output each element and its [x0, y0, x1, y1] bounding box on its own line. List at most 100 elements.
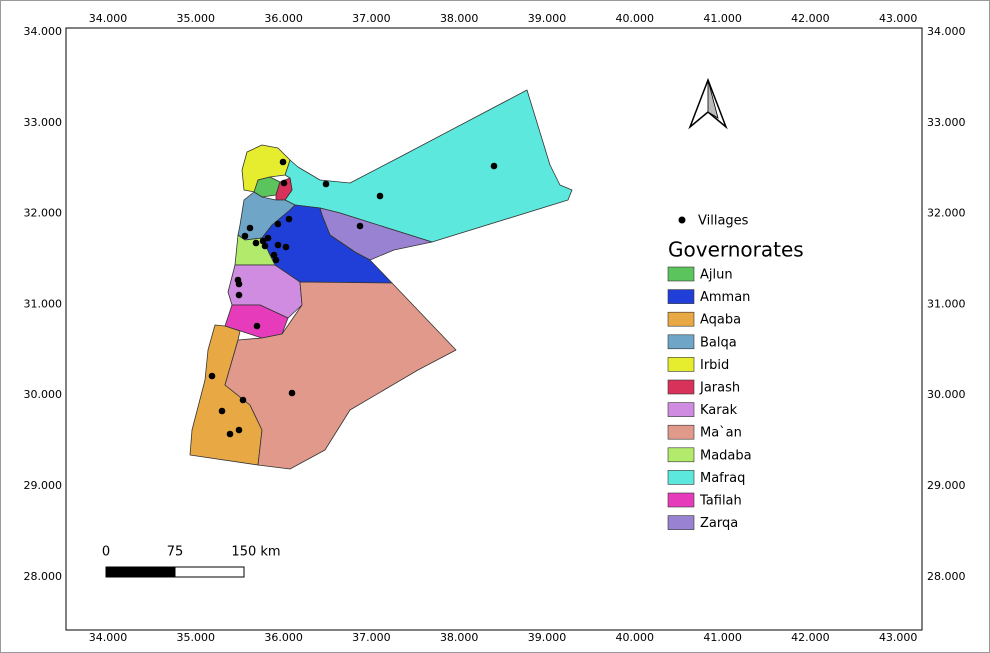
lat-label: 30.000 [927, 388, 966, 401]
lon-label: 36.000 [264, 631, 303, 644]
scale-segment [174, 566, 245, 578]
legend-label: Amman [700, 290, 750, 305]
lat-label: 31.000 [24, 297, 63, 310]
legend-label: Ajlun [700, 268, 733, 283]
legend-label: Balqa [700, 335, 737, 350]
village-point [246, 224, 254, 232]
legend-swatch [667, 289, 695, 304]
legend-label: Irbid [700, 358, 729, 373]
villages [208, 158, 498, 438]
village-point [259, 237, 267, 245]
scale-label: 0 [102, 545, 110, 560]
village-point [261, 242, 269, 250]
lon-label: 35.000 [177, 12, 216, 25]
legend-swatch [667, 266, 695, 282]
village-point [253, 322, 261, 330]
lat-label: 34.000 [24, 25, 63, 38]
lat-label: 32.000 [24, 207, 63, 220]
lon-label: 41.000 [703, 631, 742, 644]
legend-village-marker [678, 216, 686, 224]
village-point [274, 241, 282, 249]
legend-label: Mafraq [700, 471, 745, 486]
lon-label: 35.000 [177, 631, 216, 644]
legend-label: Zarqa [700, 516, 738, 531]
lat-label: 34.000 [927, 25, 966, 38]
lon-label: 42.000 [791, 631, 830, 644]
legend-label: Jarash [699, 381, 740, 396]
legend-label: Aqaba [700, 313, 741, 328]
village-point [235, 291, 243, 299]
legend-swatch [667, 447, 695, 463]
village-point [376, 192, 384, 200]
village-point [322, 180, 330, 188]
lon-label: 37.000 [352, 631, 391, 644]
village-point [282, 243, 290, 251]
village-point [226, 430, 234, 438]
village-point [241, 232, 249, 240]
legend: Villages Governorates Ajlun Amman Aqaba Bal… [667, 214, 804, 531]
village-point [239, 396, 247, 404]
scale-bar: 0 75 150 km [102, 545, 281, 578]
legend-label: Madaba [700, 448, 752, 463]
lon-label: 37.000 [352, 12, 391, 25]
village-point [235, 280, 243, 288]
lon-label: 39.000 [528, 631, 567, 644]
legend-swatch [667, 492, 695, 508]
village-point [279, 158, 287, 166]
scale-label: 150 km [231, 545, 280, 560]
village-point [218, 407, 226, 415]
lat-label: 28.000 [24, 570, 63, 583]
north-arrow [688, 77, 728, 130]
village-point [288, 389, 296, 397]
legend-swatch [667, 402, 695, 417]
lat-label: 32.000 [927, 207, 966, 220]
region-maan [224, 281, 457, 470]
governorates [189, 89, 573, 470]
scale-label: 75 [167, 545, 184, 560]
legend-label: Tafilah [699, 494, 742, 509]
village-point [280, 179, 288, 187]
legend-swatch [667, 470, 695, 485]
lat-label: 33.000 [24, 116, 63, 129]
legend-label: Karak [700, 403, 738, 418]
lon-label: 34.000 [89, 12, 128, 25]
village-point [272, 256, 280, 264]
legend-swatch [667, 357, 695, 372]
legend-swatch [667, 379, 695, 395]
legend-swatch [667, 515, 695, 530]
village-point [356, 222, 364, 230]
legend-swatch [667, 311, 695, 327]
legend-swatch [667, 424, 695, 440]
lat-label: 31.000 [927, 297, 966, 310]
lon-label: 40.000 [616, 631, 655, 644]
village-point [235, 426, 243, 434]
village-point [264, 234, 272, 242]
scale-segment [105, 566, 176, 578]
lon-label: 38.000 [440, 12, 479, 25]
legend-title: Governorates [668, 238, 804, 262]
village-point [490, 162, 498, 170]
village-point [274, 220, 282, 228]
lat-label: 33.000 [927, 116, 966, 129]
village-point [252, 239, 260, 247]
lon-label: 34.000 [89, 631, 128, 644]
village-point [270, 251, 278, 259]
lon-label: 36.000 [264, 12, 303, 25]
lon-label: 41.000 [703, 12, 742, 25]
lon-label: 38.000 [440, 631, 479, 644]
north-arrow-shade [707, 79, 719, 119]
legend-swatch [667, 334, 695, 350]
lon-label: 39.000 [528, 12, 567, 25]
lon-label: 42.000 [791, 12, 830, 25]
lat-label: 28.000 [927, 570, 966, 583]
lon-label: 43.000 [879, 631, 918, 644]
lat-label: 29.000 [927, 479, 966, 492]
legend-label: Ma`an [700, 426, 742, 441]
lon-label: 40.000 [616, 12, 655, 25]
village-point [285, 215, 293, 223]
lat-label: 30.000 [24, 388, 63, 401]
village-point [208, 372, 216, 380]
legend-points-label: Villages [698, 214, 749, 229]
lat-label: 29.000 [24, 479, 63, 492]
